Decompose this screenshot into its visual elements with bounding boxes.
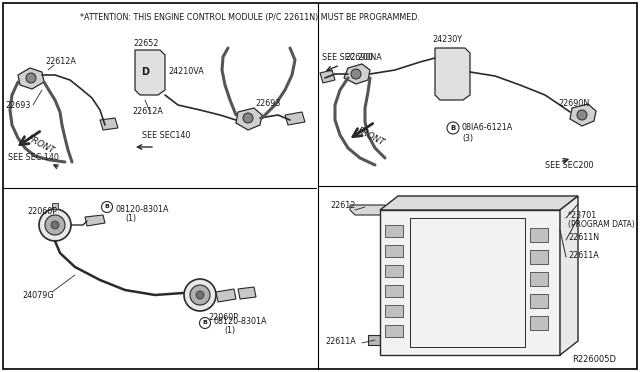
- Polygon shape: [18, 68, 44, 89]
- Circle shape: [39, 209, 71, 241]
- Text: 22693: 22693: [5, 100, 30, 109]
- Text: (3): (3): [462, 134, 473, 142]
- Polygon shape: [570, 104, 596, 126]
- Text: 22612: 22612: [330, 201, 355, 209]
- Circle shape: [351, 69, 361, 79]
- Text: 22611A: 22611A: [325, 337, 356, 346]
- Polygon shape: [350, 205, 385, 215]
- Text: FRONT: FRONT: [356, 126, 386, 148]
- Text: 08120-8301A: 08120-8301A: [214, 317, 268, 326]
- Text: 08120-8301A: 08120-8301A: [115, 205, 168, 214]
- Text: B: B: [104, 205, 109, 209]
- Text: *23701: *23701: [568, 211, 597, 219]
- Bar: [530, 272, 548, 286]
- Circle shape: [26, 73, 36, 83]
- Text: B: B: [203, 321, 207, 326]
- Polygon shape: [100, 118, 118, 130]
- Circle shape: [577, 110, 587, 120]
- Circle shape: [190, 285, 210, 305]
- Text: 22612A: 22612A: [132, 108, 163, 116]
- Text: 22612A: 22612A: [45, 58, 76, 67]
- Bar: [530, 316, 548, 330]
- Polygon shape: [238, 287, 256, 299]
- Circle shape: [196, 291, 204, 299]
- Text: (PROGRAM DATA): (PROGRAM DATA): [568, 219, 635, 228]
- Text: 22060P: 22060P: [27, 208, 57, 217]
- Bar: [385, 245, 403, 257]
- Polygon shape: [135, 50, 165, 95]
- Text: 24079G: 24079G: [22, 291, 54, 299]
- Text: SEE SEC.140: SEE SEC.140: [8, 154, 59, 163]
- Polygon shape: [85, 215, 105, 226]
- Text: 22060P: 22060P: [208, 314, 238, 323]
- Text: *ATTENTION: THIS ENGINE CONTROL MODULE (P/C 22611N) MUST BE PROGRAMMED.: *ATTENTION: THIS ENGINE CONTROL MODULE (…: [80, 13, 420, 22]
- Text: 08IA6-6121A: 08IA6-6121A: [462, 124, 513, 132]
- Circle shape: [243, 113, 253, 123]
- Bar: [385, 305, 403, 317]
- Polygon shape: [236, 108, 262, 130]
- Text: SEE SEC.200: SEE SEC.200: [322, 54, 373, 62]
- Text: (1): (1): [125, 215, 136, 224]
- Bar: [385, 325, 403, 337]
- Text: 22693: 22693: [255, 99, 280, 108]
- Text: 22611N: 22611N: [568, 234, 599, 243]
- Polygon shape: [52, 203, 58, 209]
- Polygon shape: [380, 196, 578, 210]
- Circle shape: [447, 122, 459, 134]
- Polygon shape: [435, 48, 470, 100]
- Polygon shape: [560, 196, 578, 355]
- Circle shape: [45, 215, 65, 235]
- Text: R226005D: R226005D: [572, 356, 616, 365]
- Bar: [385, 225, 403, 237]
- Circle shape: [184, 279, 216, 311]
- Text: 22611A: 22611A: [568, 250, 599, 260]
- Text: B: B: [451, 125, 456, 131]
- Text: 22652: 22652: [133, 38, 159, 48]
- Text: 24230Y: 24230Y: [432, 35, 462, 45]
- Circle shape: [200, 317, 211, 328]
- Polygon shape: [344, 64, 370, 84]
- Circle shape: [102, 202, 113, 212]
- Bar: [385, 285, 403, 297]
- Text: 22690N: 22690N: [558, 99, 589, 108]
- Bar: [410, 218, 525, 347]
- Polygon shape: [320, 70, 335, 83]
- Bar: [385, 265, 403, 277]
- Polygon shape: [380, 210, 560, 355]
- Text: SEE SEC140: SEE SEC140: [142, 131, 190, 140]
- Text: 24210VA: 24210VA: [168, 67, 204, 77]
- Circle shape: [51, 221, 59, 229]
- Polygon shape: [368, 335, 382, 345]
- Bar: [530, 228, 548, 242]
- Text: (1): (1): [224, 327, 235, 336]
- Bar: [530, 250, 548, 264]
- Polygon shape: [285, 112, 305, 125]
- Text: SEE SEC200: SEE SEC200: [545, 160, 593, 170]
- Polygon shape: [216, 289, 236, 302]
- Text: 22690NA: 22690NA: [345, 52, 381, 61]
- Text: FRONT: FRONT: [26, 134, 56, 156]
- Text: D: D: [141, 67, 149, 77]
- Bar: [530, 294, 548, 308]
